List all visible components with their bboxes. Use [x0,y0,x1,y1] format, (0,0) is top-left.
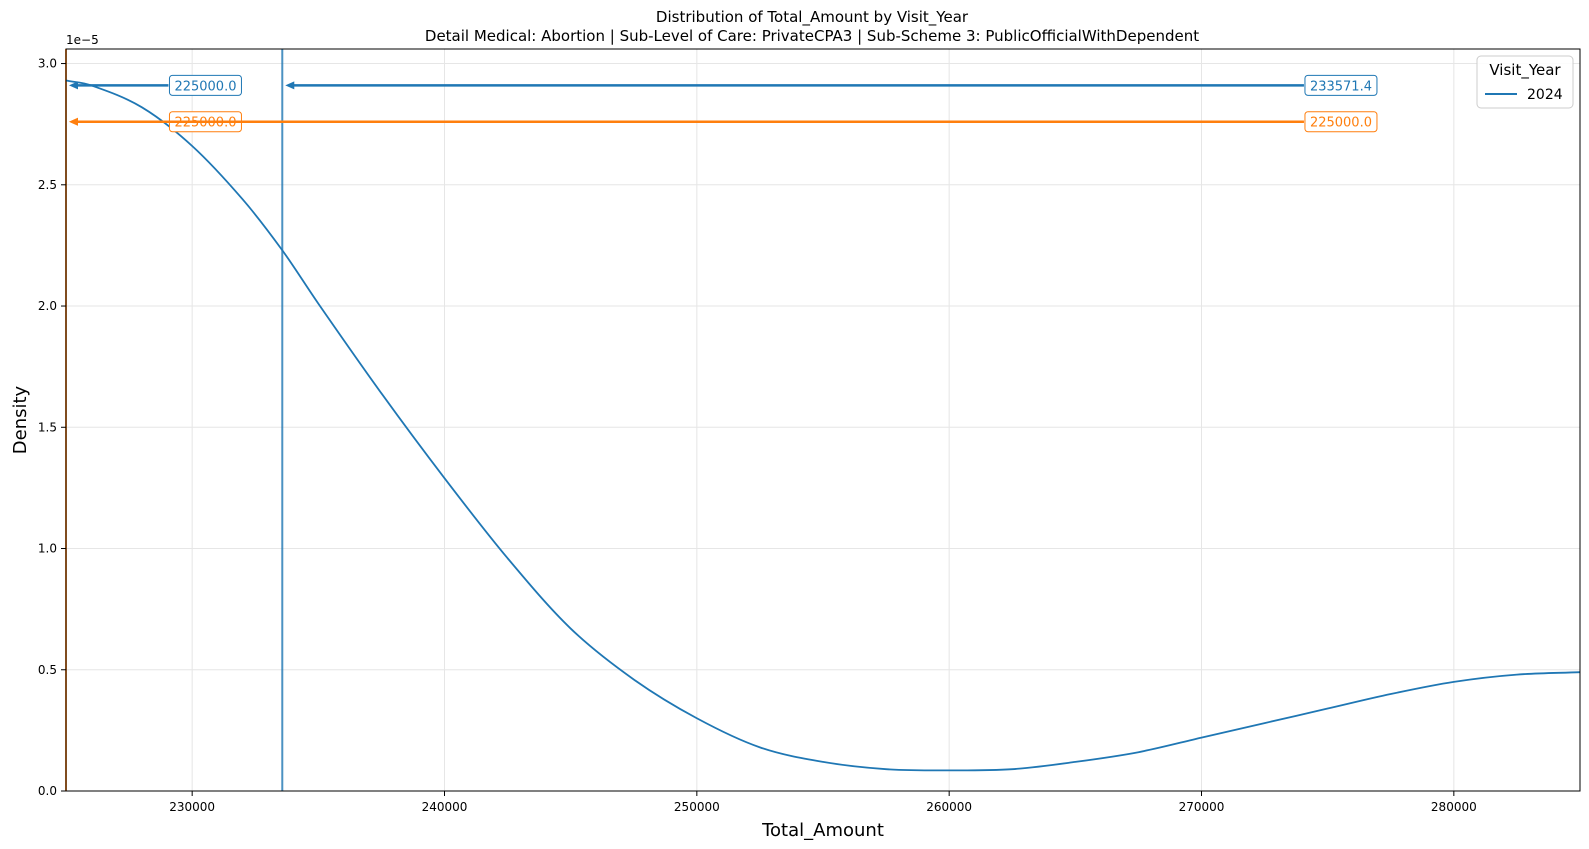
annotation-arrowhead-3 [69,117,78,126]
annotation-box-3 [1304,111,1378,133]
y-tick-label-5: 2.5 [38,178,57,192]
annotation-label-3: 225000.0 [1310,116,1372,131]
y-tick-label-0: 0.0 [38,784,57,798]
annotation-box-0 [168,74,242,96]
y-axis-ticks: 0.0 0.5 1.0 1.5 2.0 2.5 3.0 [38,57,66,798]
annotation-label-1: 233571.4 [1310,79,1372,94]
plot-frame [65,48,1581,792]
y-tick-label-1: 0.5 [38,663,57,677]
x-axis-label: Total_Amount [761,820,884,841]
x-tick-label-5: 280000 [1431,800,1477,814]
annotation-label-2: 225000.0 [174,116,236,131]
chart-title: Distribution of Total_Amount by Visit_Ye… [656,8,969,27]
x-tick-label-4: 270000 [1179,800,1225,814]
x-tick-label-0: 230000 [169,800,215,814]
series-layer [65,79,1581,772]
legend-title: Visit_Year [1489,61,1561,80]
annotation-arrowhead-0 [69,81,78,90]
annotations: 225000.0 233571.4 225000.0 225000.0 [69,74,1378,133]
x-tick-label-2: 250000 [674,800,720,814]
annotation-arrowhead-1 [285,81,295,90]
y-tick-label-4: 2.0 [38,299,57,313]
annotation-label-0: 225000.0 [174,79,236,94]
y-tick-label-2: 1.0 [38,542,57,556]
chart-subtitle: Detail Medical: Abortion | Sub-Level of … [425,27,1199,45]
x-tick-label-1: 240000 [422,800,468,814]
legend: Visit_Year 2024 [1476,55,1574,109]
annotation-box-1 [1304,74,1378,96]
y-scale-offset: 1e−5 [66,33,99,47]
y-axis-label: Density [10,385,31,454]
legend-entry-2024: 2024 [1527,87,1563,103]
x-tick-label-3: 260000 [926,800,972,814]
y-tick-label-6: 3.0 [38,57,57,71]
x-axis-ticks: 230000 240000 250000 260000 270000 280000 [169,791,1477,814]
y-tick-label-3: 1.5 [38,420,57,434]
series-line-2024 [65,79,1581,772]
